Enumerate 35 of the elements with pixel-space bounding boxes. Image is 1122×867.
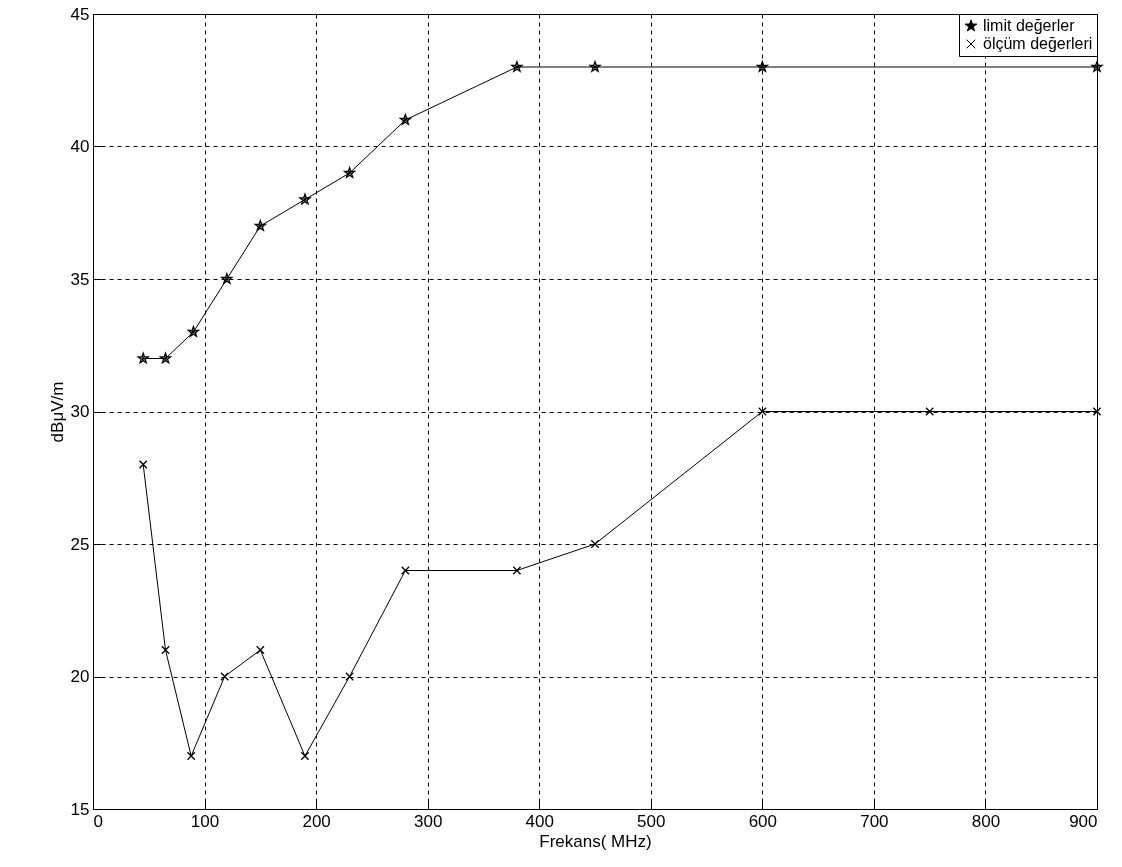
x-tick-label: 0 <box>93 811 103 831</box>
point <box>758 407 767 416</box>
y-tick-label: 35 <box>70 269 90 289</box>
x-tick-label: 700 <box>860 811 889 831</box>
y-tick-label: 15 <box>70 799 90 819</box>
point <box>512 566 522 575</box>
y-tick-label: 25 <box>70 534 90 554</box>
legend-label: ölçüm değerleri <box>983 35 1093 52</box>
y-tick-label: 20 <box>70 667 90 686</box>
legend-label: limit değerler <box>983 17 1076 34</box>
x-tick-label: 800 <box>971 811 1001 831</box>
point <box>1092 407 1102 416</box>
x-tick-label: 500 <box>637 811 666 831</box>
point <box>187 326 200 337</box>
point <box>925 407 934 416</box>
point <box>138 460 148 469</box>
x-tick-label: 400 <box>525 811 554 831</box>
y-axis-title: dBμV/m <box>47 381 67 443</box>
x-tick-label: 100 <box>190 811 220 831</box>
x-tick-label: 900 <box>1069 811 1098 831</box>
point <box>300 751 310 761</box>
y-tick-label: 45 <box>70 4 90 24</box>
x-axis-title: Frekans( MHz) <box>539 831 652 851</box>
point <box>220 672 229 681</box>
point <box>401 566 410 575</box>
point <box>161 645 170 655</box>
point <box>345 672 354 681</box>
y-tick-label: 40 <box>70 137 90 156</box>
y-tick-label: 30 <box>70 402 90 421</box>
x-tick-label: 600 <box>748 811 778 831</box>
x-tick-label: 200 <box>302 811 331 831</box>
point <box>186 751 196 761</box>
point <box>590 539 600 549</box>
x-tick-label: 300 <box>413 811 443 831</box>
point <box>256 645 265 655</box>
